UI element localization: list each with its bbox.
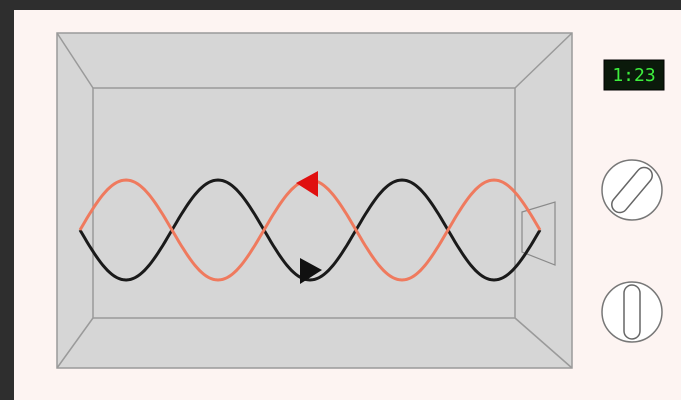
knob-slot (624, 285, 640, 339)
timer-text: 1:23 (612, 65, 655, 86)
microwave-diagram: 1:23 (0, 0, 681, 400)
cavity (57, 33, 572, 368)
knob-power[interactable] (602, 160, 662, 220)
knob-timer[interactable] (602, 282, 662, 342)
